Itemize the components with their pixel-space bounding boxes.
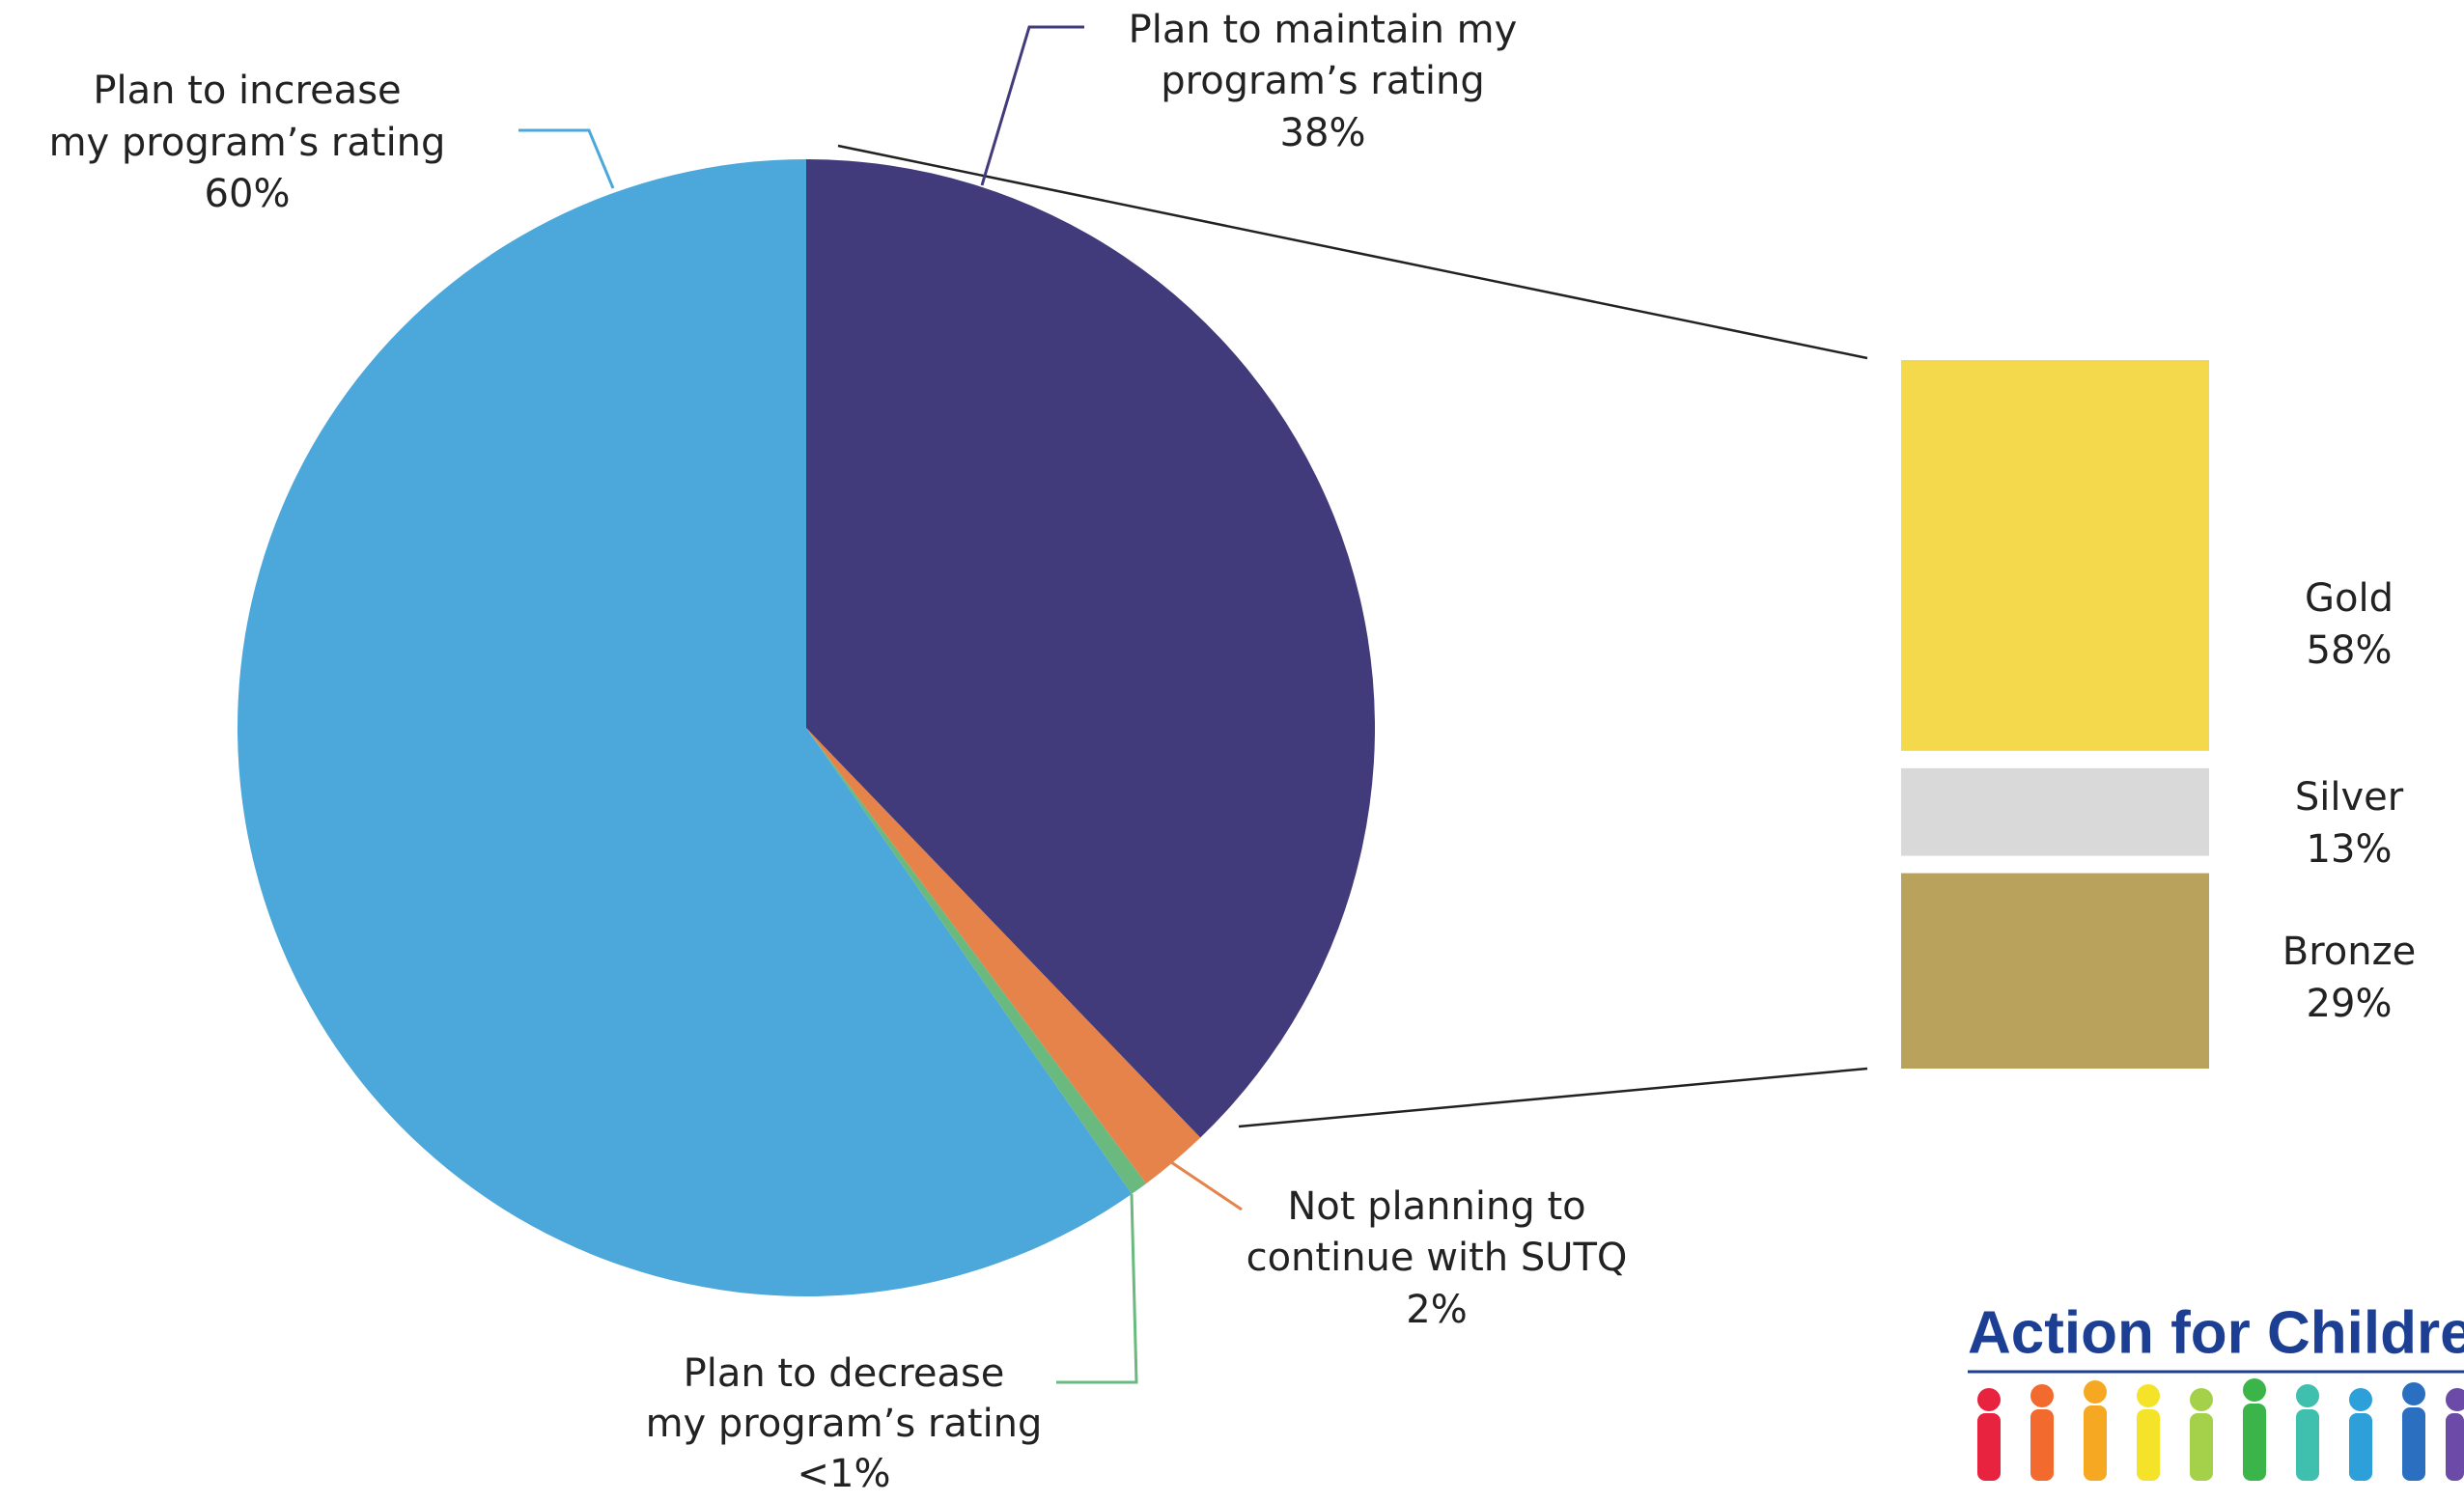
slice-label: Not planning to <box>1287 1184 1585 1229</box>
pie-slice <box>806 728 1201 1184</box>
bar-segment <box>1901 360 2209 751</box>
value-label: 2% <box>1406 1288 1467 1332</box>
slice-label: continue with SUTQ <box>1246 1236 1628 1280</box>
connector <box>1238 1067 1868 1128</box>
value-label: 38% <box>1280 111 1366 155</box>
value-label: <1% <box>798 1452 891 1496</box>
value-label: 58% <box>2307 628 2393 673</box>
segment-label: Bronze <box>2282 930 2416 974</box>
segment-label: Silver <box>2295 775 2404 820</box>
pie-slice <box>806 159 1375 1138</box>
slice-label: Plan to increase <box>93 69 401 113</box>
bar-segment <box>1901 873 2209 1069</box>
slice-label: my program’s rating <box>646 1402 1043 1446</box>
leader-line <box>1170 1160 1243 1211</box>
slice-label: program’s rating <box>1161 59 1485 103</box>
value-label: 29% <box>2307 982 2393 1026</box>
value-label: 13% <box>2307 827 2393 872</box>
pie-slice <box>806 728 1147 1194</box>
leader-line <box>1056 1193 1138 1384</box>
leader-line <box>980 25 1084 186</box>
value-label: 60% <box>205 172 291 216</box>
leader-line <box>518 128 615 189</box>
slice-label: Plan to maintain my <box>1129 8 1518 52</box>
slice-label: Plan to decrease <box>684 1351 1005 1396</box>
slice-label: my program’s rating <box>49 121 446 165</box>
pie-slice <box>237 159 1133 1296</box>
connector <box>837 144 1868 360</box>
segment-label: Gold <box>2305 576 2394 621</box>
logo-figures <box>1977 1378 2464 1481</box>
bar-segment <box>1901 767 2209 856</box>
logo: Action for Children <box>1968 1299 2464 1366</box>
